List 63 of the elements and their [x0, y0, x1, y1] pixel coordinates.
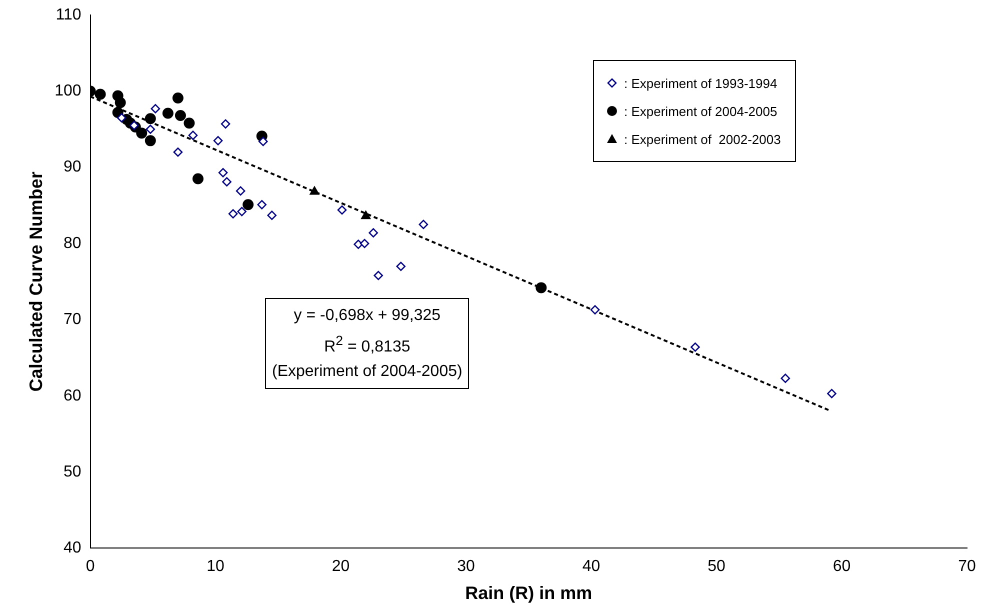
point	[146, 124, 156, 134]
point	[590, 305, 600, 314]
y-tick-label: 90	[64, 158, 82, 176]
legend-label: : Experiment of 1993-1994	[624, 76, 778, 90]
point	[184, 118, 195, 129]
point	[192, 173, 204, 184]
point	[310, 186, 320, 195]
point	[536, 282, 547, 294]
point	[267, 210, 277, 220]
point	[360, 238, 370, 248]
point	[780, 374, 790, 383]
point	[228, 209, 238, 218]
point	[94, 88, 106, 100]
point	[150, 104, 160, 114]
point	[258, 136, 268, 146]
point	[144, 135, 156, 146]
point	[218, 168, 228, 178]
y-axis-title: Calculated Curve Number	[26, 172, 46, 392]
x-tick-label: 0	[86, 558, 95, 576]
point	[174, 110, 186, 122]
point	[237, 206, 246, 216]
point	[374, 270, 384, 280]
y-tick-label: 100	[54, 82, 82, 100]
point	[213, 136, 223, 146]
x-tick-label: 50	[708, 558, 726, 576]
annotation: (Experiment of 2004-2005)	[272, 362, 462, 382]
point	[236, 186, 246, 196]
point	[173, 147, 183, 157]
y-tick-label: 50	[64, 463, 82, 480]
point	[396, 262, 406, 272]
point	[188, 130, 198, 140]
point	[827, 388, 836, 398]
point	[172, 92, 184, 104]
point	[220, 119, 230, 129]
annotation: R$^{2}$ = 0,8135	[323, 332, 412, 358]
x-tick-label: 10	[206, 558, 225, 576]
x-axis-title: Rain (R) in mm	[465, 583, 592, 604]
point	[114, 97, 126, 108]
point	[361, 210, 371, 220]
point	[222, 177, 232, 186]
x-tick-label: 60	[832, 558, 851, 576]
x-tick-label: 70	[958, 558, 976, 576]
point	[144, 113, 156, 124]
y-tick-label: 110	[56, 6, 82, 24]
point	[162, 108, 174, 119]
legend-label: : Experiment of 2004-2005	[624, 104, 778, 118]
y-tick-label: 40	[64, 540, 82, 557]
point	[116, 113, 126, 122]
point	[337, 205, 347, 215]
x-tick-label: 30	[457, 558, 476, 576]
point	[418, 220, 428, 230]
x-tick-label: 20	[332, 558, 350, 576]
y-tick-label: 70	[64, 311, 82, 328]
point	[257, 200, 267, 210]
annotation: y = -0,698x + 99,325	[292, 306, 442, 326]
legend-label: : Experiment of 2002-2003	[624, 132, 781, 146]
point	[690, 342, 700, 352]
point	[136, 128, 148, 139]
point	[242, 199, 254, 210]
y-tick-label: 60	[64, 387, 82, 404]
point	[368, 228, 378, 238]
y-tick-label: 80	[64, 234, 82, 252]
x-tick-label: 40	[582, 558, 600, 576]
